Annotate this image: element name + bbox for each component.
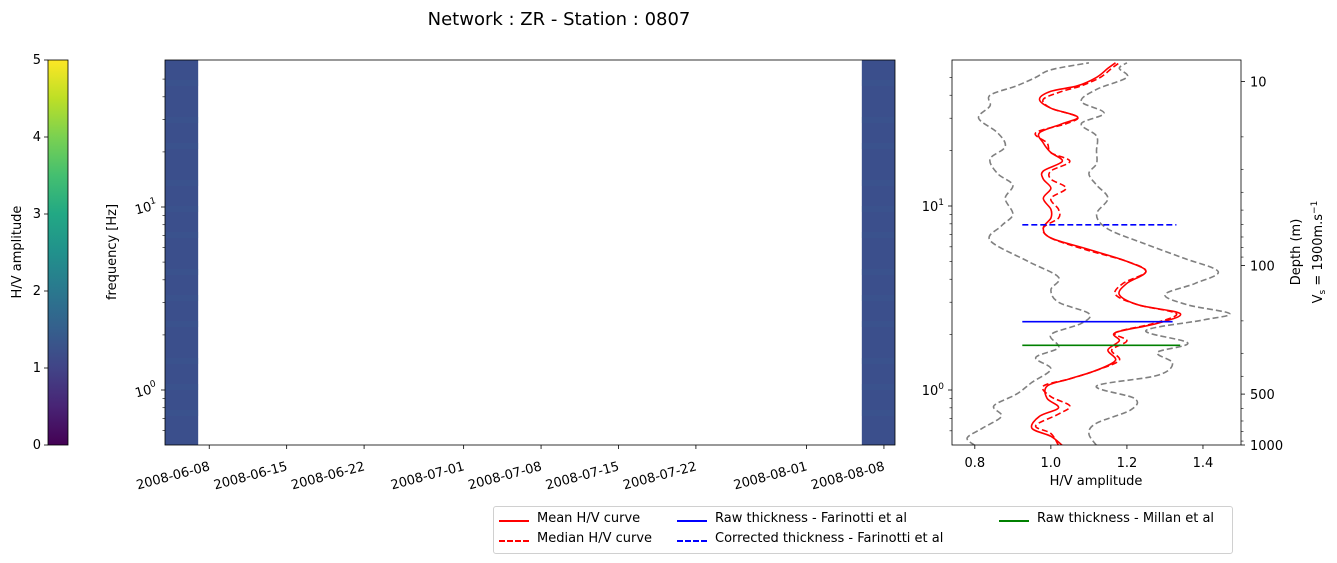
chart-title: Network : ZR - Station : 0807 <box>428 9 691 30</box>
colorbar-tick-label: 4 <box>33 130 41 145</box>
depth-tick-label: 1000 <box>1250 439 1283 454</box>
series-std-upper <box>1080 62 1231 445</box>
spectrogram-xtick-label: 2008-07-22 <box>622 459 699 493</box>
spectrogram-xtick-label: 2008-06-15 <box>212 459 289 493</box>
legend-farinotti-corr-swatch <box>677 540 707 542</box>
legend-median-label: Median H/V curve <box>537 531 653 546</box>
spectrogram-data-block <box>861 60 895 445</box>
colorbar: 0 1 2 3 4 5 H/V amplitude <box>10 53 69 453</box>
spectrogram-texture <box>861 321 895 327</box>
spectrogram-texture <box>861 295 895 301</box>
spectrogram-texture <box>165 80 199 86</box>
velocity-label: Vs = 1900m.s−1 <box>1310 201 1328 304</box>
spectrogram-texture <box>861 180 895 186</box>
hv-xtick-label: 1.2 <box>1117 456 1138 471</box>
spectrogram-data-block <box>165 60 199 445</box>
legend-median-swatch <box>499 540 529 542</box>
spectrogram-texture <box>861 232 895 238</box>
spectrogram-ytick-label: 101 <box>133 196 159 218</box>
hv-ytick-label: 100 <box>922 382 945 399</box>
colorbar-tick-label: 2 <box>33 284 41 299</box>
colorbar-tick-label: 3 <box>33 207 41 222</box>
series-mean-h-v-curve <box>1030 62 1182 445</box>
hv-frame <box>951 59 1242 446</box>
spectrogram-texture <box>861 143 895 149</box>
spectrogram-texture <box>165 117 199 123</box>
hv-xtick-label: 1.0 <box>1041 456 1062 471</box>
colorbar-gradient <box>47 59 69 446</box>
spectrogram-xtick-label: 2008-06-08 <box>135 459 212 493</box>
legend-mean-label: Mean H/V curve <box>537 511 641 526</box>
spectrogram-texture <box>861 358 895 364</box>
spectrogram-texture <box>165 321 199 327</box>
hv-xlabel: H/V amplitude <box>1050 474 1143 489</box>
spectrogram-xtick-label: 2008-07-08 <box>467 459 544 493</box>
spectrogram-texture <box>165 180 199 186</box>
spectrogram-texture <box>165 206 199 212</box>
legend: Mean H/V curve Median H/V curve Raw thic… <box>493 506 1233 554</box>
spectrogram-texture <box>165 143 199 149</box>
hv-xtick-label: 1.4 <box>1193 456 1214 471</box>
spectrogram-texture <box>165 295 199 301</box>
spectrogram-xtick-label: 2008-08-01 <box>732 459 809 493</box>
spectrogram-xtick-label: 2008-07-01 <box>389 459 466 493</box>
spectrogram-texture <box>861 269 895 275</box>
hv-xtick-label: 0.8 <box>964 456 985 471</box>
legend-farinotti-corr-label: Corrected thickness - Farinotti et al <box>715 531 944 546</box>
spectrogram-texture <box>165 384 199 390</box>
spectrogram-texture <box>861 117 895 123</box>
hv-ytick-label: 101 <box>922 198 944 215</box>
spectrogram-texture <box>861 80 895 86</box>
spectrogram-xtick-label: 2008-06-22 <box>290 459 367 493</box>
legend-mean-swatch <box>499 520 529 522</box>
spectrogram-texture <box>165 410 199 416</box>
colorbar-label: H/V amplitude <box>10 206 25 299</box>
legend-farinotti-raw-swatch <box>677 520 707 522</box>
spectrogram-texture <box>861 410 895 416</box>
spectrogram-ytick-label: 100 <box>133 379 159 401</box>
spectrogram-texture <box>861 206 895 212</box>
depth-tick-label: 100 <box>1250 259 1275 274</box>
spectrogram-texture <box>861 384 895 390</box>
depth-tick-label: 500 <box>1250 388 1275 403</box>
spectrogram-panel: 100 101 2008-06-08 2008-06-15 2008-06-22 200… <box>105 59 896 493</box>
colorbar-tick-label: 0 <box>33 438 41 453</box>
legend-millan-label: Raw thickness - Millan et al <box>1037 511 1215 526</box>
depth-tick-label: 10 <box>1250 75 1267 90</box>
spectrogram-texture <box>165 232 199 238</box>
legend-millan-swatch <box>999 520 1029 522</box>
colorbar-tick-label: 1 <box>33 361 41 376</box>
legend-farinotti-raw-label: Raw thickness - Farinotti et al <box>715 511 907 526</box>
spectrogram-ylabel: frequency [Hz] <box>105 204 120 300</box>
hv-panel: 0.8 1.0 1.2 1.4 100 101 10 100 500 1000 H/V amp… <box>922 59 1328 489</box>
spectrogram-frame <box>164 59 896 446</box>
depth-axis-label: Depth (m) <box>1289 219 1304 286</box>
spectrogram-xtick-label: 2008-08-08 <box>810 459 887 493</box>
spectrogram-xtick-label: 2008-07-15 <box>544 459 621 493</box>
spectrogram-texture <box>165 269 199 275</box>
spectrogram-texture <box>165 358 199 364</box>
colorbar-tick-label: 5 <box>33 53 41 68</box>
